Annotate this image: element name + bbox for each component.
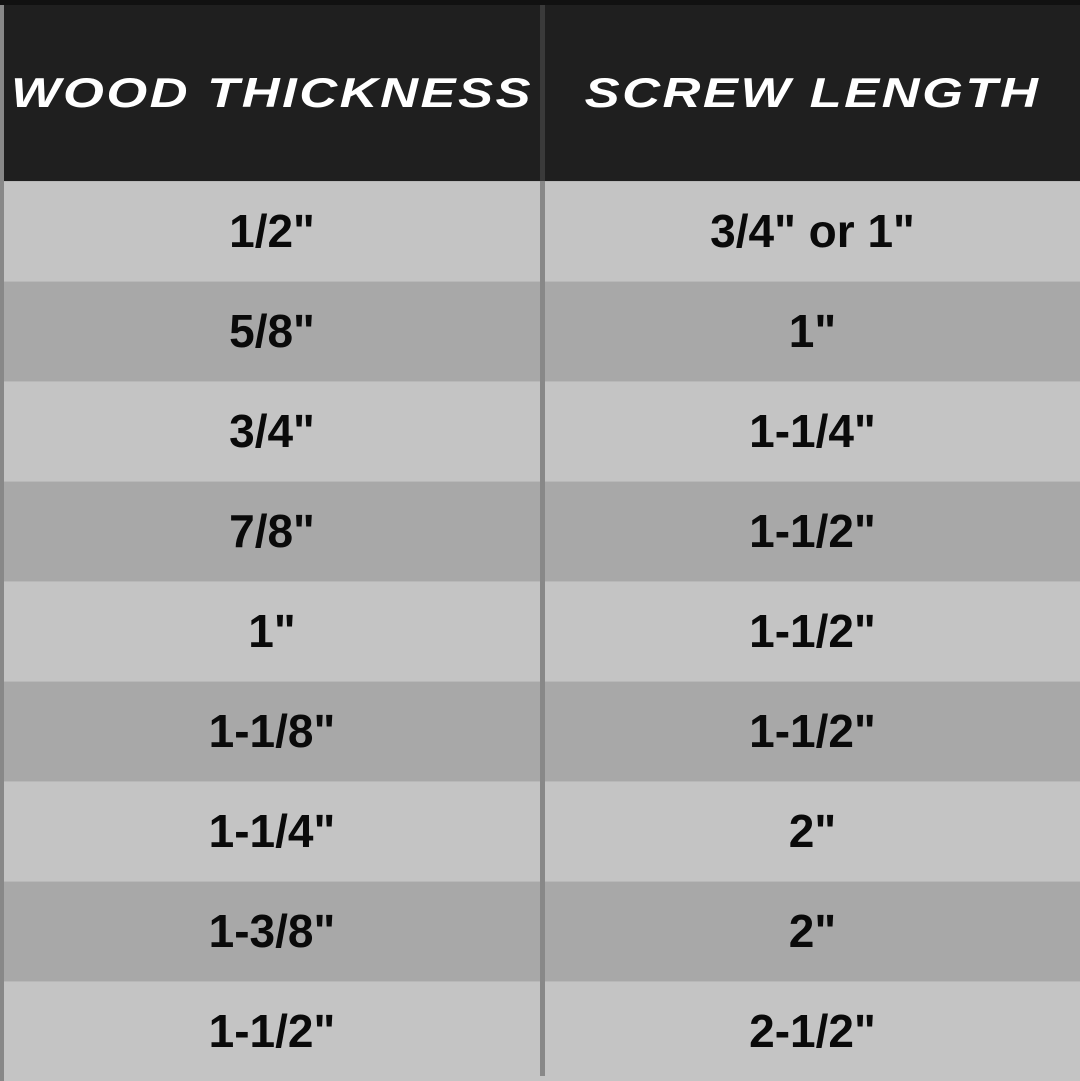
screw-length-cell: 1" — [788, 305, 837, 357]
screw-length-cell: 2-1/2" — [749, 1005, 876, 1057]
screw-length-cell: 1-1/2" — [749, 705, 876, 757]
wood-thickness-cell: 1-3/8" — [208, 905, 336, 957]
screw-length-table: Wood Thickness Screw Length 1/2" 3/4" or … — [4, 5, 1080, 1081]
screw-length-cell: 2" — [788, 805, 837, 857]
screw-length-cell: 3/4" or 1" — [710, 205, 915, 257]
screw-length-cell: 1-1/4" — [749, 405, 876, 457]
screw-length-cell: 2" — [788, 905, 837, 957]
header-screw-length: Screw Length — [584, 69, 1041, 116]
screw-length-cell: 1-1/2" — [749, 505, 876, 557]
wood-thickness-cell: 7/8" — [229, 505, 315, 557]
header-column-divider — [540, 5, 545, 181]
wood-thickness-cell: 1-1/8" — [208, 705, 336, 757]
wood-thickness-cell: 1/2" — [229, 205, 315, 257]
wood-thickness-cell: 1" — [248, 605, 296, 657]
wood-thickness-cell: 1-1/2" — [208, 1005, 336, 1057]
screw-length-cell: 1-1/2" — [749, 605, 876, 657]
wood-thickness-cell: 5/8" — [229, 305, 315, 357]
header-wood-thickness: Wood Thickness — [10, 69, 534, 116]
top-border — [0, 0, 1080, 5]
wood-thickness-cell: 3/4" — [229, 405, 315, 457]
column-divider — [540, 5, 545, 1076]
wood-thickness-cell: 1-1/4" — [208, 805, 336, 857]
